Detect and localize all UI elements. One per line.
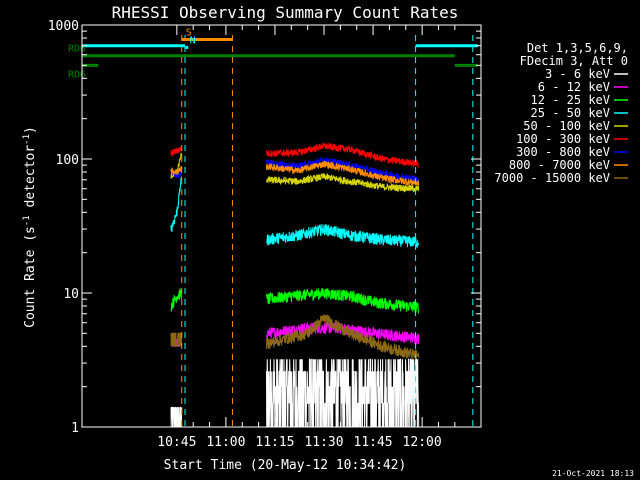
footer-date: 21-Oct-2021 18:13 bbox=[552, 469, 634, 478]
flag-label-n: N bbox=[190, 35, 196, 46]
y-tick-label-3: 100 bbox=[56, 153, 79, 168]
legend-item-label-5: 50 - 100 keV bbox=[523, 119, 610, 133]
x-tick-label-4: 11:30 bbox=[304, 435, 343, 450]
legend-item-label-2: 6 - 12 keV bbox=[538, 80, 610, 94]
plot-frame bbox=[81, 24, 482, 428]
flag-label-rd6: RD6 bbox=[68, 69, 86, 80]
legend-item-label-6: 100 - 300 keV bbox=[516, 132, 610, 146]
series-trace-8-seg-2 bbox=[266, 161, 420, 187]
y-tick-label-2: 10 bbox=[63, 287, 79, 302]
x-tick-label-3: 11:15 bbox=[255, 435, 294, 450]
series-trace-1-seg-2 bbox=[266, 358, 420, 428]
series-trace-4-seg-2 bbox=[266, 224, 420, 249]
legend-header-line-1: Det 1,3,5,6,9, bbox=[527, 41, 628, 55]
plot-layer: SN RD0 RD6 1 10 100 1000 10:45 11:00 11:15 11:30 11… bbox=[48, 19, 482, 450]
y-axis-label-sup2: -1 bbox=[22, 134, 32, 145]
x-axis-label: Start Time (20-May-12 10:34:42) bbox=[164, 458, 407, 473]
flag-label-rd0: RD0 bbox=[68, 44, 86, 55]
y-axis-label-sup1: -1 bbox=[22, 215, 32, 226]
legend-item-label-3: 12 - 25 keV bbox=[531, 93, 610, 107]
legend-item-label-8: 800 - 7000 keV bbox=[509, 158, 610, 172]
series-trace-3-seg-2 bbox=[266, 288, 420, 314]
series-trace-9-seg-2 bbox=[266, 314, 420, 361]
legend: Det 1,3,5,6,9, FDecim 3, Att 0 3 - 6 keV… bbox=[494, 41, 628, 185]
series-trace-3-seg-1 bbox=[170, 288, 183, 312]
y-axis-label: Count Rate (s-1 detector-1) bbox=[22, 126, 38, 328]
series-trace-5-seg-2 bbox=[266, 173, 420, 193]
x-tick-label-6: 12:00 bbox=[403, 435, 442, 450]
y-axis-label-part-a: Count Rate (s bbox=[23, 226, 38, 328]
y-tick-label-4: 1000 bbox=[48, 19, 79, 34]
y-axis-label-part-c: ) bbox=[23, 126, 38, 134]
series-trace-6-seg-2 bbox=[266, 142, 420, 169]
legend-item-label-1: 3 - 6 keV bbox=[545, 67, 610, 81]
y-tick-label-1: 1 bbox=[71, 421, 79, 436]
x-tick-label-2: 11:00 bbox=[206, 435, 245, 450]
legend-header-line-2: FDecim 3, Att 0 bbox=[520, 54, 628, 68]
legend-item-label-7: 300 - 800 keV bbox=[516, 145, 610, 159]
x-tick-label-1: 10:45 bbox=[157, 435, 196, 450]
series-trace-4-seg-1 bbox=[170, 176, 183, 233]
x-tick-label-5: 11:45 bbox=[354, 435, 393, 450]
series-trace-8-seg-1 bbox=[170, 166, 183, 176]
flag-label-s: S bbox=[186, 27, 192, 38]
series-trace-6-seg-1 bbox=[170, 146, 183, 157]
legend-item-label-9: 7000 - 15000 keV bbox=[494, 171, 610, 185]
chart-title: RHESSI Observing Summary Count Rates bbox=[112, 3, 459, 22]
legend-item-label-4: 25 - 50 keV bbox=[531, 106, 610, 120]
series-trace-9-seg-1 bbox=[170, 332, 183, 347]
y-axis-label-part-b: detector bbox=[23, 145, 38, 216]
